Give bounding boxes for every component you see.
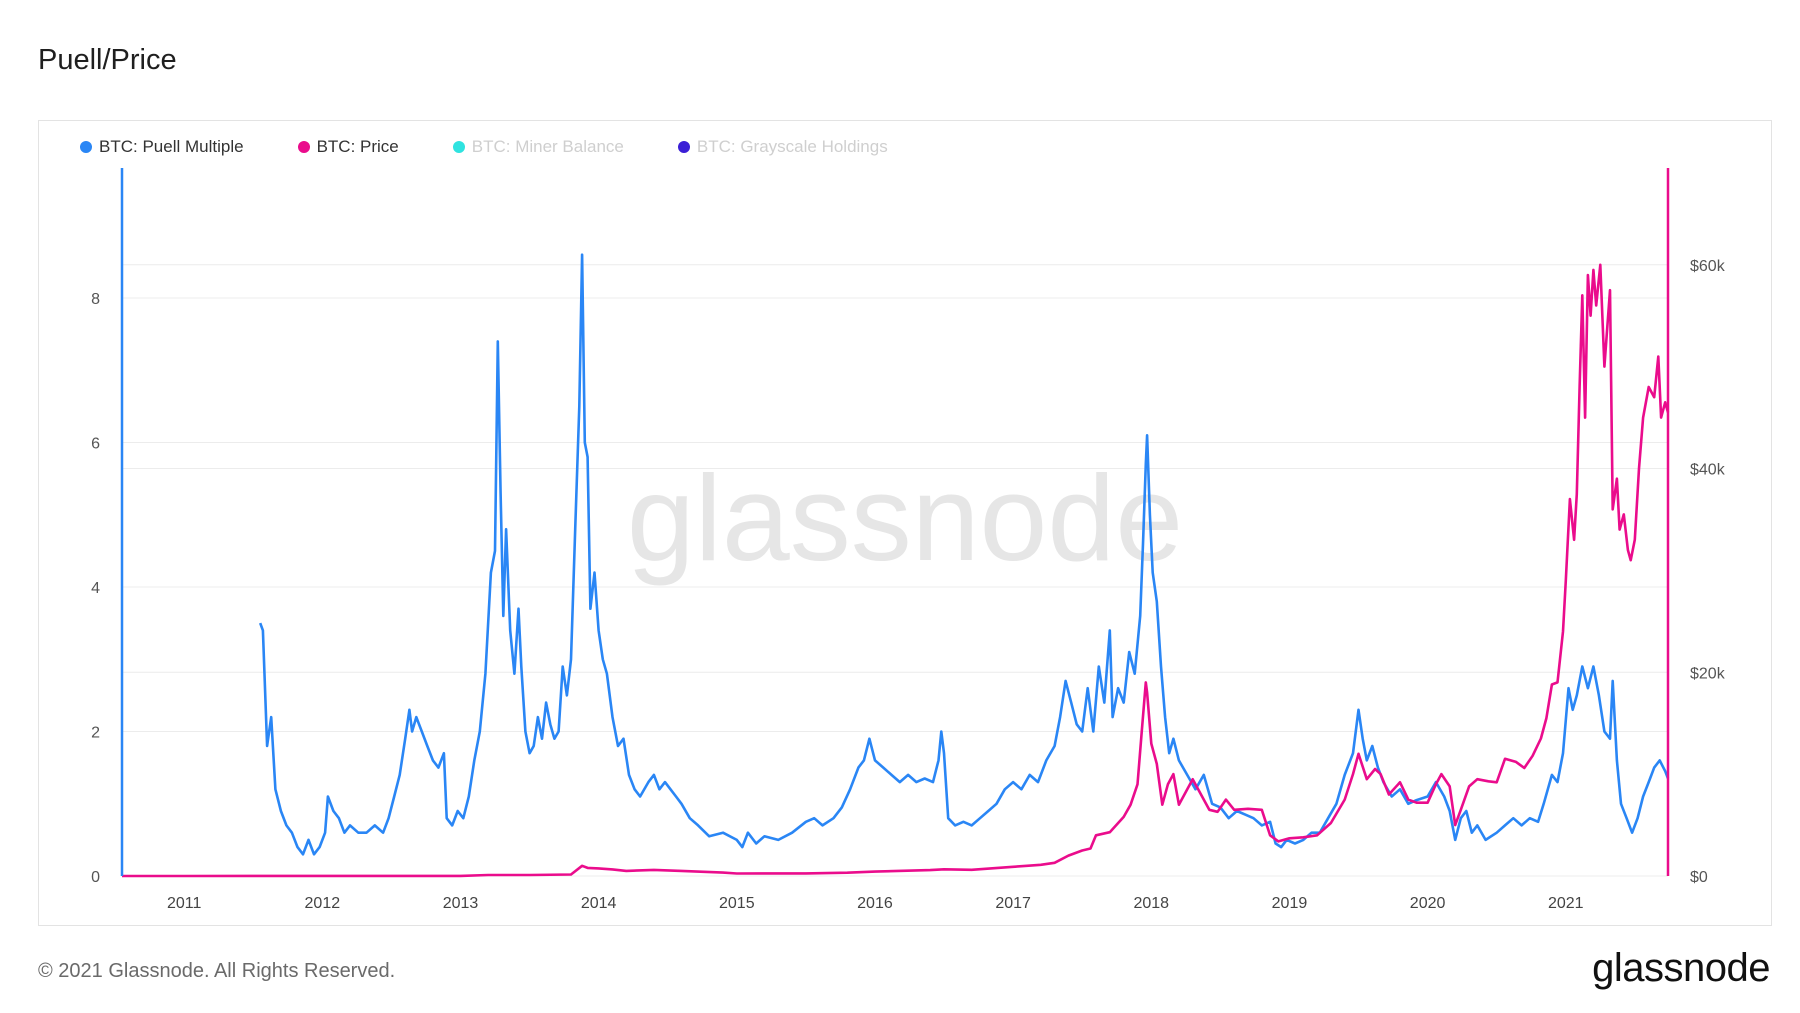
x-tick-label: 2011 — [167, 895, 202, 912]
x-tick-label: 2015 — [719, 895, 755, 912]
x-tick-label: 2013 — [443, 895, 479, 912]
x-tick-label: 2016 — [857, 895, 893, 912]
y-right-tick-label: $40k — [1690, 462, 1726, 479]
x-tick-label: 2014 — [581, 895, 617, 912]
price-line — [122, 263, 1670, 878]
y-left-tick-label: 8 — [91, 291, 100, 308]
legend-dot-icon — [452, 141, 465, 153]
chart-legend: BTC: Puell Multiple BTC: Price BTC: Mine… — [80, 137, 942, 157]
page-title: Puell/Price — [38, 44, 177, 76]
legend-item-price[interactable]: BTC: Price — [297, 137, 399, 157]
y-right-tick-label: $20k — [1690, 665, 1726, 682]
copyright-notice: © 2021 Glassnode. All Rights Reserved. — [38, 960, 396, 982]
axes: 0 2 4 6 8 $0 $20k $40k $60k 2011 2012 2013 2014 2015 2… — [91, 168, 1726, 912]
legend-label: BTC: Puell Multiple — [99, 137, 244, 156]
legend-label: BTC: Price — [316, 137, 399, 156]
legend-dot-icon — [297, 141, 310, 153]
y-left-tick-label: 6 — [91, 436, 100, 453]
y-left-tick-label: 2 — [91, 725, 100, 742]
x-tick-label: 2012 — [305, 895, 341, 912]
x-tick-label: 2017 — [995, 895, 1031, 912]
legend-label: BTC: Miner Balance — [471, 137, 624, 156]
x-tick-label: 2020 — [1410, 895, 1446, 912]
legend-dot-icon — [677, 141, 690, 153]
watermark: glassnode — [627, 450, 1183, 586]
legend-label: BTC: Grayscale Holdings — [696, 137, 888, 156]
legend-item-puell-multiple[interactable]: BTC: Puell Multiple — [80, 137, 244, 157]
y-left-tick-label: 0 — [91, 869, 100, 886]
x-tick-label: 2018 — [1133, 895, 1169, 912]
y-left-tick-label: 4 — [91, 580, 100, 597]
y-right-tick-label: $60k — [1690, 258, 1726, 275]
x-tick-label: 2021 — [1548, 895, 1584, 912]
legend-item-grayscale-holdings[interactable]: BTC: Grayscale Holdings — [677, 137, 888, 157]
puell-multiple-line — [258, 253, 1670, 856]
series-lines — [122, 253, 1670, 878]
chart-frame — [38, 120, 1772, 926]
x-tick-label: 2019 — [1272, 895, 1308, 912]
glassnode-logo: glassnode — [1592, 946, 1770, 990]
y-right-tick-label: $0 — [1690, 869, 1708, 886]
legend-item-miner-balance[interactable]: BTC: Miner Balance — [452, 137, 624, 157]
legend-dot-icon — [80, 141, 92, 153]
